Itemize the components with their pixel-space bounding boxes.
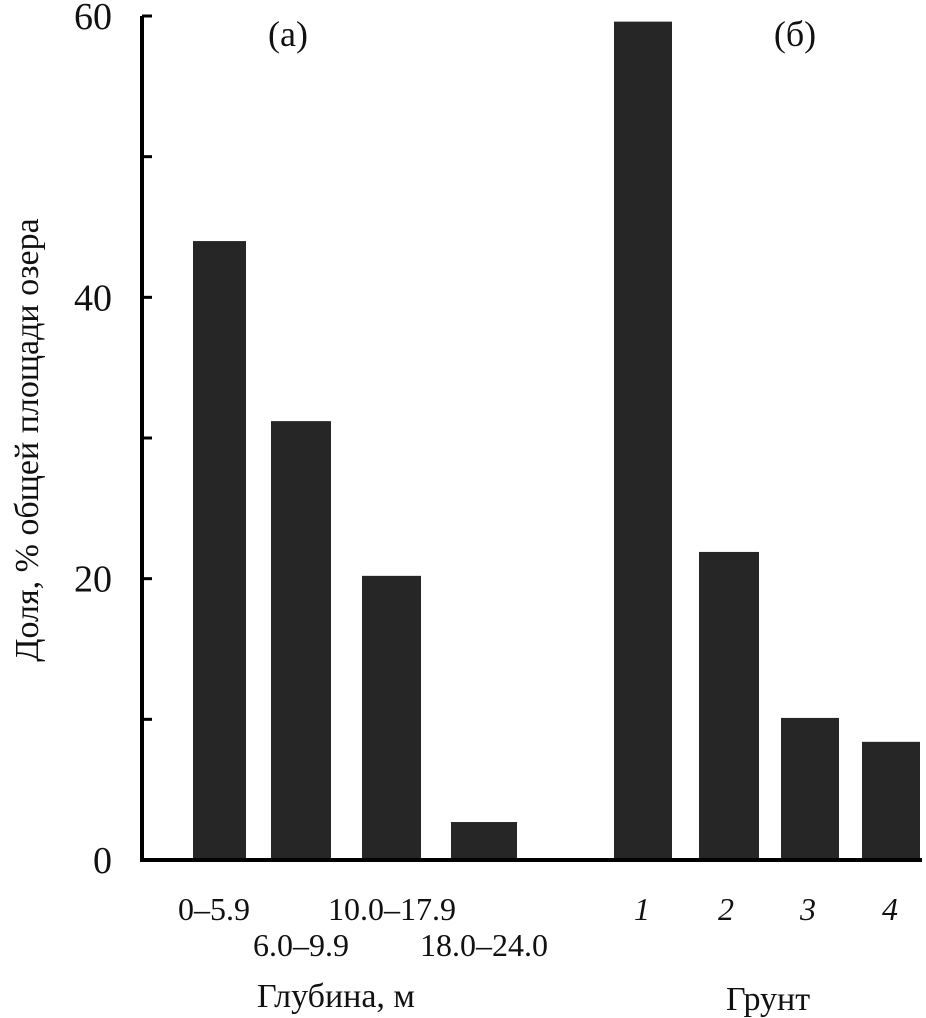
panel-a-label: (а)	[268, 14, 308, 54]
bar-depth-3	[362, 575, 421, 860]
y-tick-label: 20	[74, 559, 112, 601]
bars-layer	[193, 21, 920, 861]
bar-depth-1	[193, 241, 246, 861]
category-label-soil-3: 3	[799, 891, 816, 927]
category-label-depth-4: 18.0–24.0	[420, 927, 548, 963]
y-ticks: 0 20 40 60	[74, 0, 152, 882]
y-axis-title: Доля, % общей площади озера	[9, 218, 46, 661]
bar-soil-1	[614, 21, 672, 861]
category-label-soil-2: 2	[718, 891, 734, 927]
category-label-soil-4: 4	[882, 891, 898, 927]
y-tick-label: 60	[74, 0, 112, 38]
category-label-depth-3: 10.0–17.9	[328, 891, 456, 927]
bar-depth-4	[451, 822, 517, 860]
y-tick-label: 0	[93, 840, 112, 882]
bar-soil-2	[699, 551, 759, 860]
category-labels: 0–5.96.0–9.910.0–17.918.0–24.0 1 2 3 4	[178, 891, 898, 963]
x-axis-title-soil: Грунт	[726, 981, 810, 1018]
category-label-depth-1: 0–5.9	[178, 891, 250, 927]
x-axis-title-depth: Глубина, м	[257, 978, 415, 1015]
bar-depth-2	[271, 421, 331, 860]
panel-b-label: (б)	[774, 14, 816, 54]
bar-soil-3	[781, 717, 839, 860]
category-label-soil-1: 1	[634, 891, 650, 927]
y-tick-label: 40	[74, 277, 112, 319]
bar-soil-4	[862, 741, 920, 860]
category-label-depth-2: 6.0–9.9	[253, 927, 349, 963]
